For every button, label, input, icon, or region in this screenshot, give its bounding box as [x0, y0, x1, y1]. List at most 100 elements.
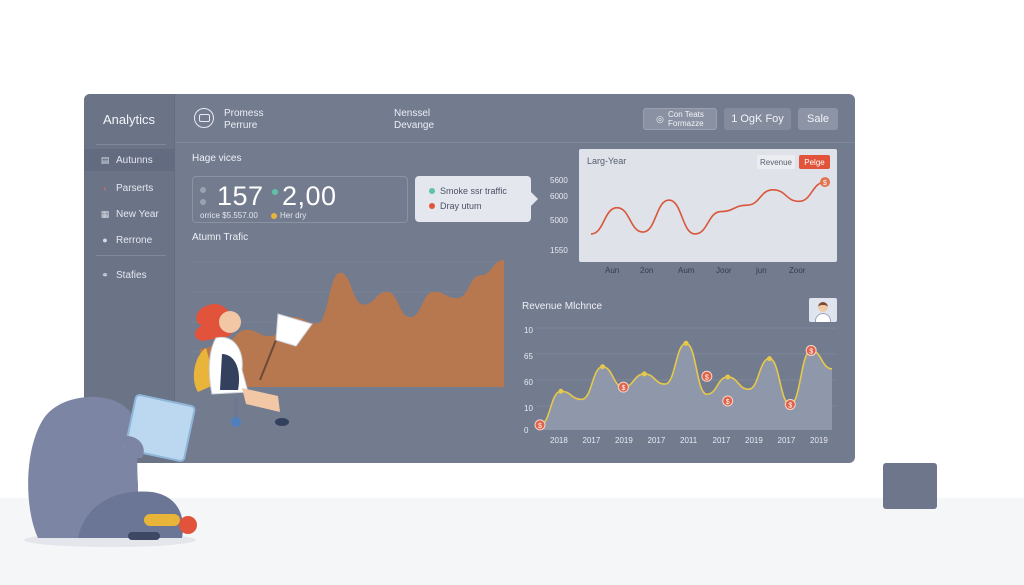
face-shape [219, 311, 241, 333]
stool-wheel [231, 417, 241, 427]
x-tick-label: Aun [605, 266, 620, 275]
sidebar-divider [96, 144, 166, 145]
kpi-sub-right: Her dry [280, 211, 307, 220]
x-tick-label: 2on [640, 266, 654, 275]
revenue-data-point [766, 356, 772, 362]
marker-label: $ [823, 180, 827, 187]
sidebar-item-autunns[interactable]: ▤ Autunns [84, 149, 175, 171]
legend-swatch [429, 203, 435, 209]
header-center-line2: Devange [394, 120, 435, 131]
revenue-toggle[interactable]: Revenue [757, 155, 795, 169]
filter-icon: ◎ [656, 113, 664, 124]
revenue-marker [701, 370, 713, 382]
revenue-data-point [683, 340, 689, 346]
revenue-marker-label: $ [726, 399, 730, 406]
kpi-section-title: Hage vices [192, 153, 242, 164]
chair-foot [128, 532, 160, 540]
revenue-marker [722, 395, 734, 407]
armchair-illustration [24, 394, 197, 547]
x-tick-label: Aum [678, 266, 695, 275]
kpi-sub-left: orrice $5.557.00 [200, 211, 258, 220]
kpi-bullet [200, 199, 206, 205]
project-icon [194, 108, 214, 128]
avatar[interactable] [809, 298, 837, 322]
revenue-area-chart: $ $ $ $ $ $ [534, 327, 836, 431]
revenue-marker [784, 399, 796, 410]
sidebar-item-parserts[interactable]: ‹ Parserts [84, 177, 175, 199]
header-center-title: Nenssel Devange [394, 108, 434, 132]
sidebar-divider [96, 255, 166, 256]
project-name[interactable]: Promess Perrure [224, 108, 263, 132]
sale-button[interactable]: Sale [798, 108, 838, 130]
kpi-accent-dot [271, 213, 277, 219]
revenue-data-point [641, 371, 647, 377]
chevron-left-icon: ‹ [103, 183, 107, 193]
legend-label: Dray utum [440, 201, 482, 211]
y-tick-label: 60 [524, 378, 533, 387]
revenue-marker-label: $ [621, 385, 625, 392]
filter-badge-button[interactable]: ◎ Con Teats Formazze [643, 108, 717, 130]
link-icon: ⚭ [101, 269, 109, 280]
decorative-square [883, 463, 937, 509]
header-center-line1: Nenssel [394, 108, 431, 119]
tablet-icon [124, 394, 196, 462]
revenue-marker-label: $ [788, 403, 792, 410]
x-tick-label: 2017 [647, 436, 666, 445]
flag-pole [259, 339, 277, 381]
revenue-marker [805, 344, 817, 356]
large-year-line-chart: $ [590, 177, 830, 235]
x-tick-label: Joor [716, 266, 732, 275]
revenue-data-point [725, 374, 731, 380]
traffic-area-series [200, 260, 504, 387]
revenue-marker [617, 381, 629, 393]
kpi-bullet [200, 187, 206, 193]
arm-shape [122, 435, 144, 458]
range-button[interactable]: 1 OgK Foy [724, 108, 791, 130]
x-tick-label: 2019 [745, 436, 763, 445]
y-tick-label: 5000 [550, 216, 568, 225]
drop-icon: ● [102, 235, 108, 245]
sidebar-item-label: New Year [116, 208, 159, 220]
sidebar-item-label: Stafies [116, 269, 147, 281]
sidebar-item-stafies[interactable]: ⚭ Stafies [84, 264, 175, 286]
sidebar-item-rerrone[interactable]: ● Rerrone [84, 229, 175, 251]
document-icon: ▤ [100, 154, 110, 165]
x-tick-label: 2019 [810, 436, 828, 445]
pelge-toggle[interactable]: Pelge [799, 155, 830, 169]
legend-swatch [429, 188, 435, 194]
revenue-marker-label: $ [538, 423, 542, 430]
apron-shape [220, 354, 240, 390]
project-name-line1: Promess [224, 108, 264, 119]
revenue-panel-title: Revenue Mlchnce [522, 301, 603, 312]
y-tick-label: 10 [524, 404, 533, 413]
avatar-head [818, 302, 828, 312]
hair-shape [194, 304, 233, 341]
shoe-shape [275, 418, 289, 426]
avatar-body [815, 313, 831, 322]
shoe-shape [144, 514, 180, 526]
girl-with-flag-illustration [193, 304, 313, 427]
revenue-data-point [600, 364, 606, 370]
y-tick-label: 0 [524, 426, 529, 435]
analytics-dashboard: Analytics ▤ Autunns ‹ Parserts ▦ New Yea… [84, 94, 855, 463]
y-tick-label: 6000 [550, 192, 568, 201]
x-tick-label: 2017 [582, 436, 601, 445]
legend-item: Dray utum [429, 201, 482, 211]
sidebar-item-new-year[interactable]: ▦ New Year [84, 203, 175, 225]
legend-item: Smoke ssr traffic [429, 186, 507, 196]
y-tick-label: 5600 [550, 176, 568, 185]
x-tick-label: 2017 [712, 436, 731, 445]
app-title: Analytics [103, 112, 156, 127]
revenue-marker-label: $ [809, 348, 813, 355]
y-tick-label: 65 [524, 352, 533, 361]
revenue-marker-label: $ [705, 374, 709, 381]
flag-icon [275, 313, 313, 347]
clipboard-icon: ▦ [100, 208, 110, 219]
x-tick-label: 2018 [550, 436, 568, 445]
large-year-panel: Larg-Year Revenue Pelge $ [579, 149, 837, 262]
legend-tooltip: Smoke ssr traffic Dray utum [415, 176, 538, 222]
armchair-seat [78, 491, 183, 538]
x-tick-label: Zoor [789, 266, 806, 275]
legend-label: Smoke ssr traffic [440, 186, 507, 196]
kpi-value-primary: 157 [217, 181, 264, 211]
